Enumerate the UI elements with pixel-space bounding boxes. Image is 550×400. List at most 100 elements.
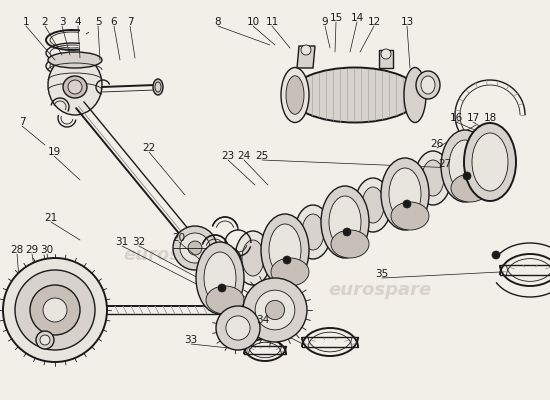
Text: 34: 34 <box>256 315 270 325</box>
Ellipse shape <box>261 214 309 286</box>
Circle shape <box>216 306 260 350</box>
Text: 29: 29 <box>25 245 39 255</box>
Circle shape <box>255 290 295 330</box>
Ellipse shape <box>155 82 161 92</box>
Text: 7: 7 <box>126 17 133 27</box>
Ellipse shape <box>391 202 429 230</box>
Text: 5: 5 <box>95 17 101 27</box>
Circle shape <box>463 172 471 180</box>
Ellipse shape <box>235 231 271 285</box>
Ellipse shape <box>381 158 429 230</box>
Ellipse shape <box>286 76 304 114</box>
Text: 32: 32 <box>133 237 146 247</box>
Text: 26: 26 <box>430 139 444 149</box>
Text: 12: 12 <box>367 17 381 27</box>
Ellipse shape <box>416 71 440 99</box>
Text: 21: 21 <box>45 213 58 223</box>
Text: 35: 35 <box>375 269 389 279</box>
Ellipse shape <box>269 224 301 276</box>
Ellipse shape <box>188 241 202 255</box>
Circle shape <box>266 300 284 320</box>
Circle shape <box>3 258 107 362</box>
Ellipse shape <box>63 76 87 98</box>
Circle shape <box>301 45 311 55</box>
Ellipse shape <box>329 196 361 248</box>
Ellipse shape <box>173 226 217 270</box>
Circle shape <box>218 284 226 292</box>
Text: 1: 1 <box>23 17 29 27</box>
Ellipse shape <box>302 214 324 250</box>
Ellipse shape <box>331 230 369 258</box>
Text: 14: 14 <box>350 13 364 23</box>
Ellipse shape <box>355 178 391 232</box>
Ellipse shape <box>204 252 236 304</box>
Text: eurospare: eurospare <box>123 246 227 264</box>
Ellipse shape <box>472 133 508 191</box>
Circle shape <box>381 49 391 59</box>
Ellipse shape <box>271 258 309 286</box>
Text: 25: 25 <box>255 151 268 161</box>
Text: 6: 6 <box>111 17 117 27</box>
Ellipse shape <box>153 79 163 95</box>
Text: 15: 15 <box>329 13 343 23</box>
Circle shape <box>283 256 291 264</box>
Polygon shape <box>297 46 315 68</box>
Circle shape <box>343 228 351 236</box>
Ellipse shape <box>206 286 244 314</box>
Ellipse shape <box>180 233 210 263</box>
Text: 11: 11 <box>265 17 279 27</box>
Text: 22: 22 <box>142 143 156 153</box>
Ellipse shape <box>321 186 369 258</box>
Circle shape <box>474 143 486 155</box>
Ellipse shape <box>421 76 435 94</box>
Circle shape <box>452 157 468 173</box>
Text: eurospare: eurospare <box>328 281 432 299</box>
Ellipse shape <box>281 68 309 122</box>
Text: 7: 7 <box>19 117 25 127</box>
Ellipse shape <box>196 242 244 314</box>
Ellipse shape <box>415 151 451 205</box>
Text: 33: 33 <box>184 335 197 345</box>
Text: 8: 8 <box>214 17 221 27</box>
Ellipse shape <box>68 80 82 94</box>
Text: 9: 9 <box>322 17 328 27</box>
Text: 10: 10 <box>246 17 260 27</box>
Ellipse shape <box>242 240 264 276</box>
Circle shape <box>492 251 500 259</box>
Ellipse shape <box>449 140 481 192</box>
Ellipse shape <box>422 160 444 196</box>
Ellipse shape <box>404 68 426 122</box>
Text: 17: 17 <box>466 113 480 123</box>
Ellipse shape <box>295 205 331 259</box>
Ellipse shape <box>464 123 516 201</box>
Circle shape <box>243 278 307 342</box>
Polygon shape <box>379 50 393 68</box>
Text: 19: 19 <box>47 147 60 157</box>
Ellipse shape <box>362 187 384 223</box>
Ellipse shape <box>451 174 489 202</box>
Ellipse shape <box>290 68 420 122</box>
Text: 18: 18 <box>483 113 497 123</box>
Text: 27: 27 <box>438 159 452 169</box>
Ellipse shape <box>48 52 102 68</box>
Text: 2: 2 <box>42 17 48 27</box>
Text: 4: 4 <box>75 17 81 27</box>
Text: 30: 30 <box>41 245 53 255</box>
Text: 20: 20 <box>173 233 185 243</box>
Text: 24: 24 <box>238 151 251 161</box>
Text: 3: 3 <box>59 17 65 27</box>
Circle shape <box>15 270 95 350</box>
Ellipse shape <box>389 168 421 220</box>
Circle shape <box>40 335 50 345</box>
Text: 23: 23 <box>221 151 235 161</box>
Circle shape <box>226 316 250 340</box>
Text: 16: 16 <box>449 113 463 123</box>
Circle shape <box>43 298 67 322</box>
Text: 31: 31 <box>116 237 129 247</box>
Circle shape <box>30 285 80 335</box>
Circle shape <box>403 200 411 208</box>
Ellipse shape <box>48 55 102 115</box>
Ellipse shape <box>441 130 489 202</box>
Circle shape <box>36 331 54 349</box>
Text: 28: 28 <box>10 245 24 255</box>
